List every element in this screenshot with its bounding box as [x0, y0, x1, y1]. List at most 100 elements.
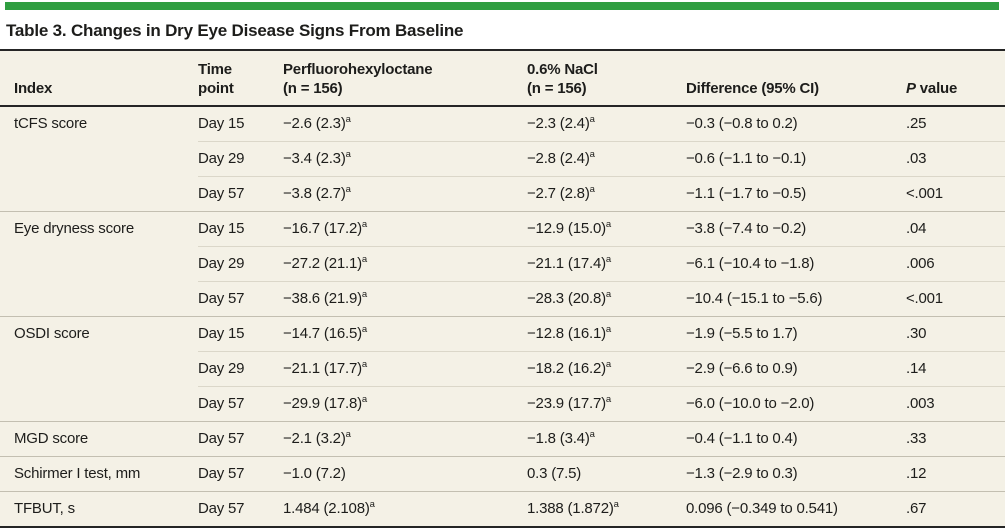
table-row: Day 57 −38.6 (21.9)a −28.3 (20.8)a −10.4 (−… [0, 281, 1005, 317]
cell-time-point-text: Day 57 [198, 185, 245, 202]
cell-index: Schirmer I test, mm [0, 456, 198, 492]
footnote-a-marker: a [361, 254, 368, 265]
table-header: Index Time point Perfluorohexyloctane (n… [0, 50, 1005, 107]
cell-nacl-value-text: −2.8 (2.4) [527, 150, 590, 167]
cell-perfluorohexyloctane-value: 1.484 (2.108)a [283, 491, 527, 527]
cell-time-point-text: Day 29 [198, 150, 245, 167]
cell-p-value: .30 [906, 316, 1005, 352]
cell-p-value: .04 [906, 211, 1005, 247]
cell-perfluorohexyloctane-value: −21.1 (17.7)a [283, 351, 527, 387]
cell-difference-value: −6.1 (−10.4 to −1.8) [686, 246, 906, 282]
cell-p-value: .006 [906, 246, 1005, 282]
table-row: Day 29 −21.1 (17.7)a −18.2 (16.2)a −2.9 (−6… [0, 351, 1005, 387]
table-row: Day 57 −29.9 (17.8)a −23.9 (17.7)a −6.0 (−1… [0, 386, 1005, 422]
cell-difference-value: −0.4 (−1.1 to 0.4) [686, 421, 906, 457]
cell-p-value-text: .30 [906, 325, 927, 342]
footnote-a-marker: a [345, 429, 351, 440]
cell-perfluorohexyloctane-value-text: −1.0 (7.2) [283, 465, 346, 482]
cell-nacl-value: −12.8 (16.1)a [527, 316, 686, 352]
cell-p-value: .14 [906, 351, 1005, 387]
footnote-a-marker: a [605, 289, 612, 300]
footnote-a-marker: a [361, 359, 368, 370]
cell-nacl-value: −1.8 (3.4)a [527, 421, 686, 457]
cell-perfluorohexyloctane-value-text: −2.6 (2.3) [283, 115, 346, 132]
cell-difference-value-text: −6.1 (−10.4 to −1.8) [686, 255, 815, 272]
col-header-difference: Difference (95% CI) [686, 50, 906, 107]
col-header-difference-label: Difference (95% CI) [686, 80, 819, 97]
cell-time-point-text: Day 29 [198, 255, 245, 272]
cell-perfluorohexyloctane-value: −2.6 (2.3)a [283, 106, 527, 142]
cell-difference-value-text: −1.1 (−1.7 to −0.5) [686, 185, 807, 202]
cell-perfluorohexyloctane-value: −3.4 (2.3)a [283, 141, 527, 177]
cell-p-value: .33 [906, 421, 1005, 457]
footnote-a-marker: a [345, 114, 351, 125]
cell-index-text: OSDI score [14, 325, 90, 343]
cell-perfluorohexyloctane-value: −27.2 (21.1)a [283, 246, 527, 282]
cell-perfluorohexyloctane-value: −14.7 (16.5)a [283, 316, 527, 352]
cell-perfluorohexyloctane-value: −2.1 (3.2)a [283, 421, 527, 457]
cell-p-value: <.001 [906, 176, 1005, 212]
table-title: Table 3. Changes in Dry Eye Disease Sign… [6, 21, 464, 40]
cell-nacl-value: −2.7 (2.8)a [527, 176, 686, 212]
cell-p-value: .67 [906, 491, 1005, 527]
cell-difference-value-text: −1.9 (−5.5 to 1.7) [686, 325, 798, 342]
cell-p-value: .003 [906, 386, 1005, 422]
footnote-a-marker: a [345, 149, 351, 160]
table-body: tCFS score Day 15 −2.6 (2.3)a −2.3 (2.4)a −0… [0, 106, 1005, 527]
cell-perfluorohexyloctane-value-text: −3.4 (2.3) [283, 150, 346, 167]
cell-perfluorohexyloctane-value-text: 1.484 (2.108) [283, 500, 370, 517]
cell-nacl-value-text: −12.8 (16.1) [527, 325, 606, 342]
cell-difference-value-text: −0.4 (−1.1 to 0.4) [686, 430, 798, 447]
footnote-a-marker: a [589, 184, 595, 195]
cell-perfluorohexyloctane-value: −29.9 (17.8)a [283, 386, 527, 422]
cell-p-value-text: .25 [906, 115, 927, 132]
cell-index: Eye dryness score [0, 211, 198, 247]
footnote-a-marker: a [345, 184, 351, 195]
cell-p-value: .03 [906, 141, 1005, 177]
cell-index [0, 352, 198, 387]
cell-time-point: Day 57 [198, 491, 283, 527]
table-row: Schirmer I test, mm Day 57 −1.0 (7.2) 0.3 (… [0, 456, 1005, 492]
cell-difference-value-text: −6.0 (−10.0 to −2.0) [686, 395, 815, 412]
cell-index [0, 387, 198, 422]
col-header-perfluorohexyloctane: Perfluorohexyloctane (n = 156) [283, 50, 527, 107]
cell-p-value: .12 [906, 456, 1005, 492]
cell-index: tCFS score [0, 106, 198, 142]
cell-nacl-value-text: −1.8 (3.4) [527, 430, 590, 447]
footnote-a-marker: a [605, 324, 612, 335]
footnote-a-marker: a [589, 429, 595, 440]
cell-p-value-text: .003 [906, 395, 935, 412]
cell-nacl-value-text: −12.9 (15.0) [527, 220, 606, 237]
cell-perfluorohexyloctane-value: −1.0 (7.2) [283, 456, 527, 492]
cell-nacl-value-text: −18.2 (16.2) [527, 360, 606, 377]
cell-difference-value: −6.0 (−10.0 to −2.0) [686, 386, 906, 422]
cell-difference-value: −10.4 (−15.1 to −5.6) [686, 281, 906, 317]
footnote-a-marker: a [605, 359, 612, 370]
footnote-a-marker: a [605, 219, 612, 230]
cell-p-value-text: .006 [906, 255, 935, 272]
cell-index: MGD score [0, 421, 198, 457]
cell-nacl-value-text: −21.1 (17.4) [527, 255, 606, 272]
cell-perfluorohexyloctane-value-text: −16.7 (17.2) [283, 220, 362, 237]
footnote-a-marker: a [605, 394, 612, 405]
cell-nacl-value-text: −23.9 (17.7) [527, 395, 606, 412]
cell-nacl-value: −18.2 (16.2)a [527, 351, 686, 387]
cell-p-value-text: .04 [906, 220, 927, 237]
table-row: tCFS score Day 15 −2.6 (2.3)a −2.3 (2.4)a −0… [0, 106, 1005, 142]
cell-p-value-text: .03 [906, 150, 927, 167]
cell-nacl-value-text: −28.3 (20.8) [527, 290, 606, 307]
cell-index: TFBUT, s [0, 491, 198, 527]
col-header-perfluorohexyloctane-line1: Perfluorohexyloctane [283, 61, 433, 78]
cell-time-point: Day 57 [198, 176, 283, 212]
cell-time-point: Day 29 [198, 246, 283, 282]
cell-p-value-text: .33 [906, 430, 927, 447]
table-row: Day 29 −27.2 (21.1)a −21.1 (17.4) a −6.1 (−1… [0, 246, 1005, 282]
cell-time-point: Day 57 [198, 456, 283, 492]
footnote-a-marker: a [589, 114, 595, 125]
footnote-a-marker: a [369, 499, 375, 510]
cell-time-point-text: Day 15 [198, 115, 245, 132]
cell-time-point: Day 29 [198, 141, 283, 177]
cell-perfluorohexyloctane-value: −38.6 (21.9)a [283, 281, 527, 317]
cell-index-text: Schirmer I test, mm [14, 465, 141, 482]
cell-perfluorohexyloctane-value-text: −3.8 (2.7) [283, 185, 346, 202]
